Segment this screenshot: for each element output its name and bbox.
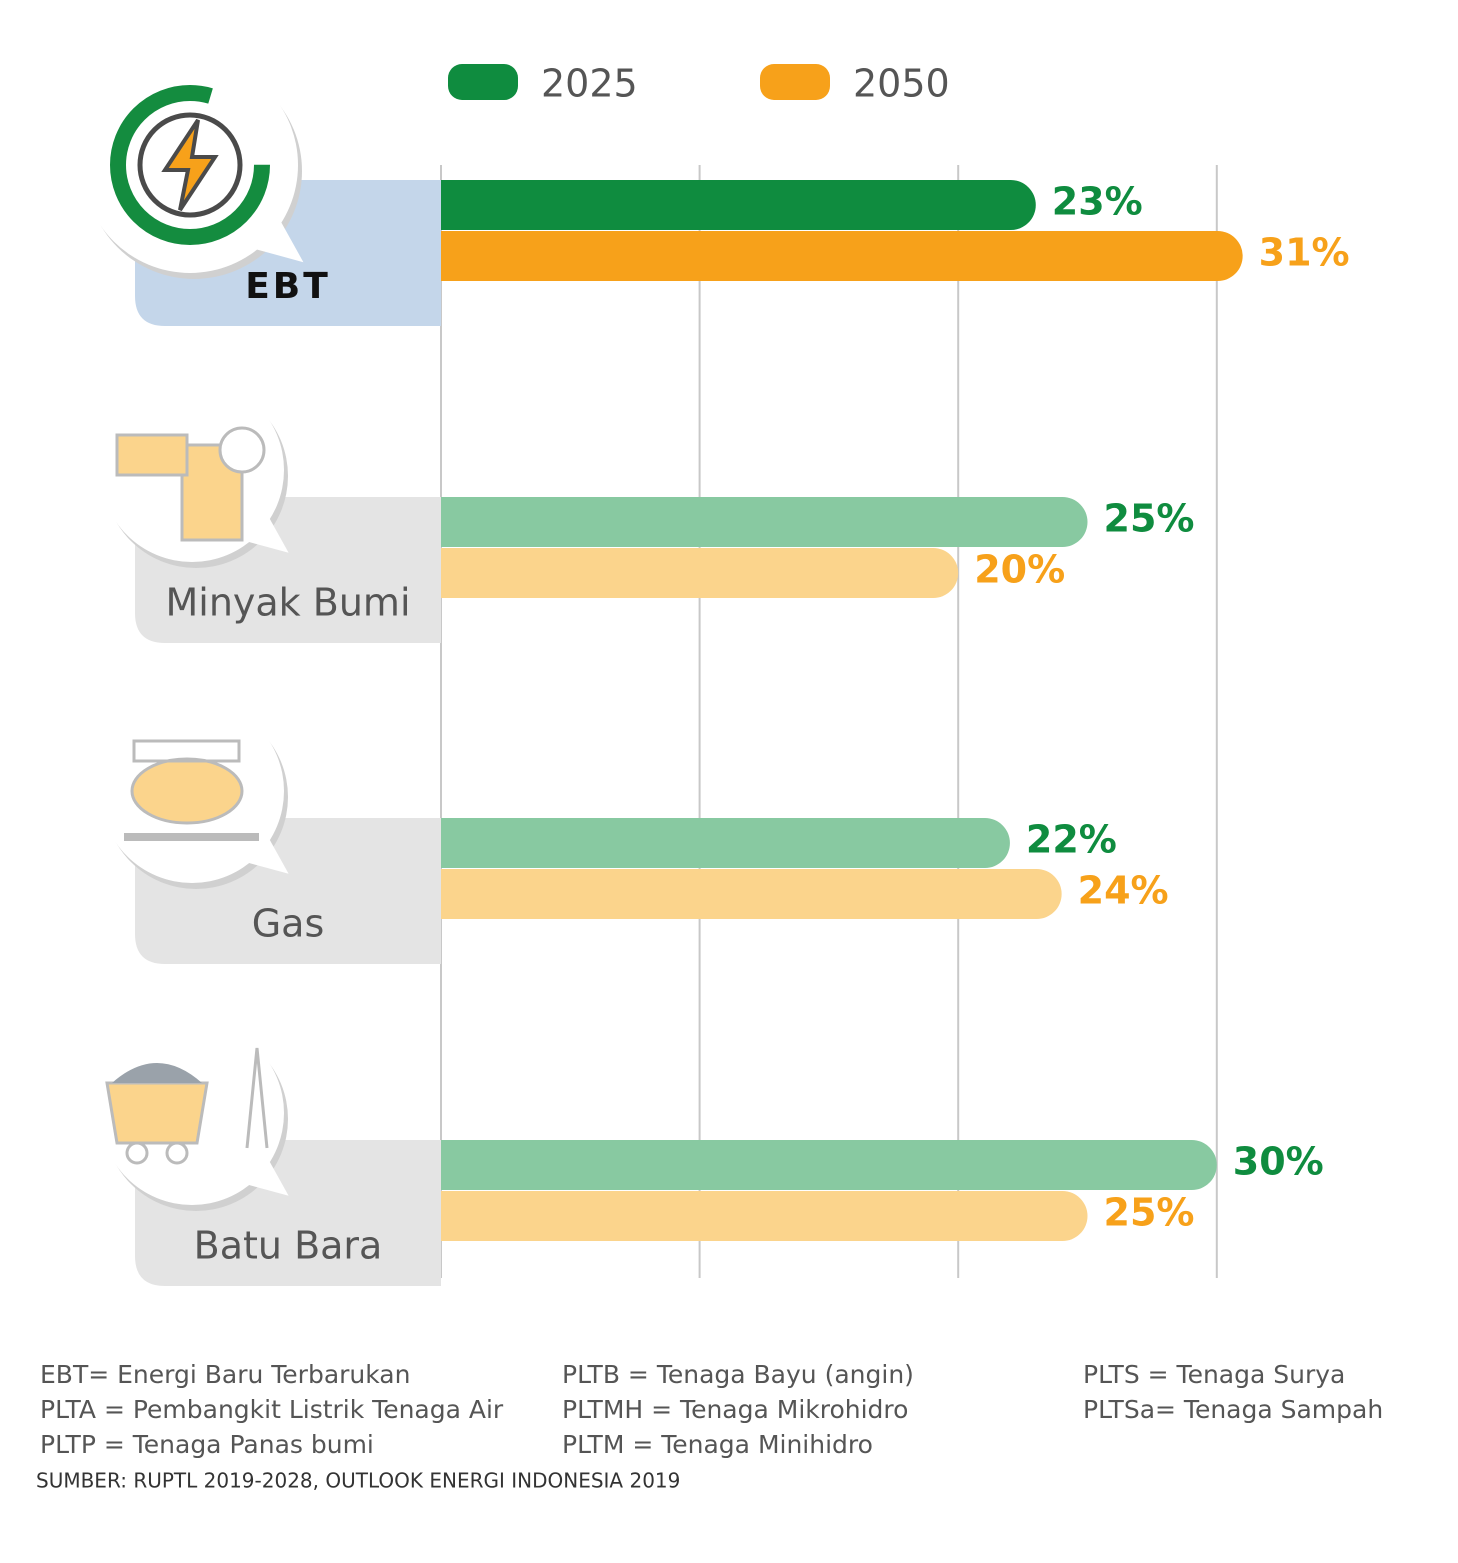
icon-wheel xyxy=(125,1141,149,1165)
category-label: Batu Bara xyxy=(194,1224,383,1268)
bar xyxy=(441,231,1243,281)
icon-wheel xyxy=(165,1141,189,1165)
icon-rig xyxy=(115,433,189,477)
note: PLTS = Tenaga Surya xyxy=(1083,1360,1345,1389)
icon-tower xyxy=(245,1047,269,1149)
note: PLTA = Pembangkit Listrik Tenaga Air xyxy=(40,1395,504,1424)
value-label: 25% xyxy=(1104,1191,1195,1235)
icon-bolt xyxy=(161,118,219,212)
legend-swatch xyxy=(760,64,830,100)
note: EBT= Energi Baru Terbarukan xyxy=(40,1360,410,1389)
note: PLTSa= Tenaga Sampah xyxy=(1083,1395,1383,1424)
icon-frame xyxy=(132,739,241,763)
value-label: 22% xyxy=(1026,818,1117,862)
category-label: Gas xyxy=(252,902,325,946)
icon-tail xyxy=(238,1154,289,1196)
value-label: 25% xyxy=(1104,497,1195,541)
note: PLTM = Tenaga Minihidro xyxy=(562,1430,873,1459)
category-label: EBT xyxy=(245,266,331,307)
icon-cart xyxy=(105,1081,209,1145)
category-label: Minyak Bumi xyxy=(165,581,410,625)
icon-ring xyxy=(110,85,270,245)
bar xyxy=(441,548,959,598)
bar xyxy=(441,869,1062,919)
legend-label: 2025 xyxy=(541,62,638,106)
note: PLTMH = Tenaga Mikrohidro xyxy=(562,1395,908,1424)
icon-tail xyxy=(244,213,304,263)
source: SUMBER: RUPTL 2019-2028, OUTLOOK ENERGI … xyxy=(36,1469,680,1493)
bar xyxy=(441,1140,1217,1190)
icon-tail xyxy=(238,832,289,874)
icon-tank xyxy=(130,757,244,825)
value-label: 24% xyxy=(1078,869,1169,913)
bar xyxy=(441,818,1010,868)
legend-swatch xyxy=(448,64,518,100)
note: PLTB = Tenaga Bayu (angin) xyxy=(562,1360,914,1389)
legend-label: 2050 xyxy=(853,62,950,106)
value-label: 30% xyxy=(1233,1140,1324,1184)
note: PLTP = Tenaga Panas bumi xyxy=(40,1430,374,1459)
bar xyxy=(441,180,1036,230)
value-label: 20% xyxy=(974,548,1065,592)
value-label: 23% xyxy=(1052,180,1143,224)
icon-coal xyxy=(112,1063,202,1083)
bar xyxy=(441,1191,1088,1241)
bar xyxy=(441,497,1088,547)
icon-tail xyxy=(238,511,289,553)
value-label: 31% xyxy=(1259,231,1350,275)
icon-drop xyxy=(218,426,266,474)
icon-base xyxy=(124,833,259,841)
icon-ring-inner xyxy=(137,112,243,218)
